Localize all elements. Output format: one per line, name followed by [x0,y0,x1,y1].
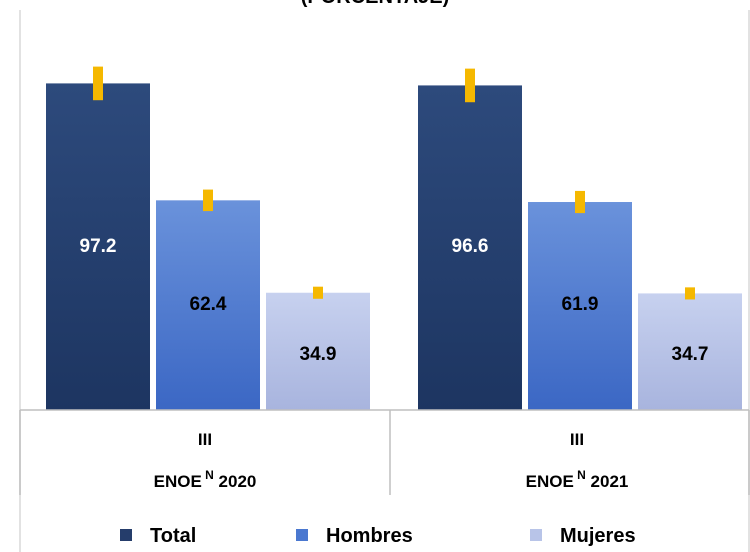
legend-label-mujeres: Mujeres [560,525,636,547]
data-label-mujeres-0: 34.9 [300,344,337,365]
error-bar-mujeres-1 [685,287,695,300]
error-bar-total-0 [93,66,103,101]
bar-mujeres-1 [638,293,742,410]
bar-hombres-1 [528,202,632,410]
error-bar-hombres-0 [203,189,213,212]
error-bar-total-1 [465,68,475,103]
bar-total-0 [46,83,150,411]
error-bar-mujeres-0 [313,286,323,299]
legend-swatch-hombres [296,529,308,541]
data-label-mujeres-1: 34.7 [672,344,709,365]
data-label-total-1: 96.6 [452,236,489,257]
data-label-hombres-0: 62.4 [190,294,227,315]
category-label-period-1: III [570,430,584,449]
bar-hombres-0 [156,200,260,410]
legend-label-hombres: Hombres [326,525,413,547]
bar-mujeres-0 [266,292,370,410]
category-label-survey-0: ENOE N 2020 [154,468,257,491]
bar-total-1 [418,85,522,410]
legend-swatch-mujeres [530,529,542,541]
legend-label-total: Total [150,525,196,547]
legend-swatch-total [120,529,132,541]
chart-title: (PORCENTAJE) [0,0,750,9]
category-label-period-0: III [198,430,212,449]
data-label-hombres-1: 61.9 [562,294,599,315]
category-label-survey-1: ENOE N 2021 [526,468,629,491]
error-bar-hombres-1 [575,190,585,214]
data-label-total-0: 97.2 [80,236,117,257]
